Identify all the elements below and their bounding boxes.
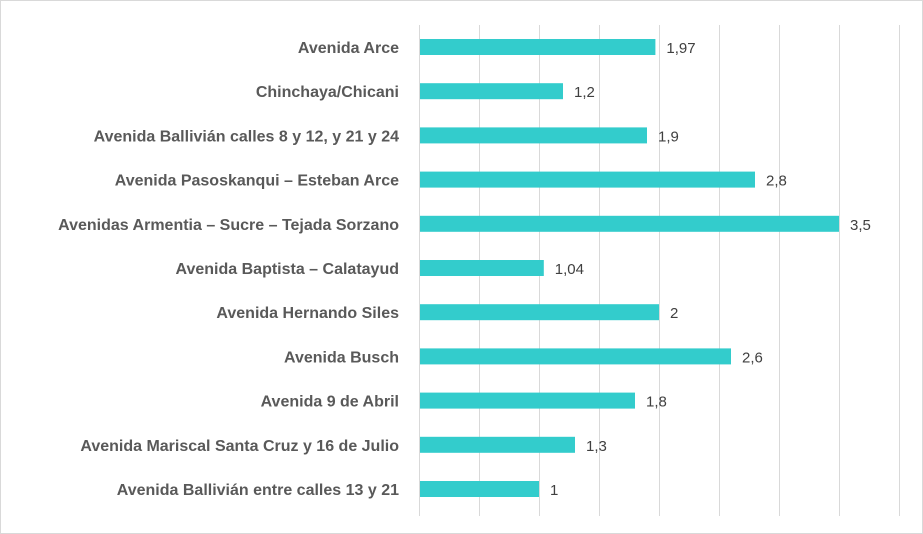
category-label: Avenida Ballivián entre calles 13 y 21 [117, 482, 399, 499]
category-label: Avenida 9 de Abril [261, 394, 399, 411]
bar [420, 392, 635, 409]
bar [420, 127, 647, 144]
value-label: 1,9 [658, 128, 679, 145]
value-label: 2,6 [742, 349, 763, 366]
value-label: 2,8 [766, 173, 787, 190]
bar [420, 260, 544, 276]
value-label: 1,8 [646, 394, 667, 411]
category-label: Avenida Hernando Siles [216, 305, 399, 322]
value-label: 1 [550, 482, 558, 499]
category-label: Avenida Busch [284, 349, 399, 366]
bar [420, 348, 731, 365]
bar [420, 481, 539, 497]
category-label: Avenida Mariscal Santa Cruz y 16 de Juli… [80, 438, 399, 455]
category-label: Avenida Ballivián calles 8 y 12, y 21 y … [94, 128, 399, 145]
category-label: Avenida Pasoskanqui – Esteban Arce [115, 173, 399, 190]
value-label: 1,97 [666, 40, 695, 57]
bar [420, 171, 755, 188]
bar [420, 83, 563, 100]
category-label: Avenidas Armentia – Sucre – Tejada Sorza… [58, 217, 399, 234]
bar [420, 436, 575, 453]
value-label: 1,2 [574, 84, 595, 101]
value-label: 2 [670, 305, 678, 322]
bar [420, 39, 656, 55]
bar [420, 215, 839, 232]
bar [420, 304, 659, 321]
value-label: 3,5 [850, 217, 871, 234]
category-label: Avenida Baptista – Calatayud [176, 261, 399, 278]
value-label: 1,04 [555, 261, 584, 278]
value-label: 1,3 [586, 438, 607, 455]
category-label: Chinchaya/Chicani [256, 84, 399, 101]
category-label: Avenida Arce [298, 40, 399, 57]
